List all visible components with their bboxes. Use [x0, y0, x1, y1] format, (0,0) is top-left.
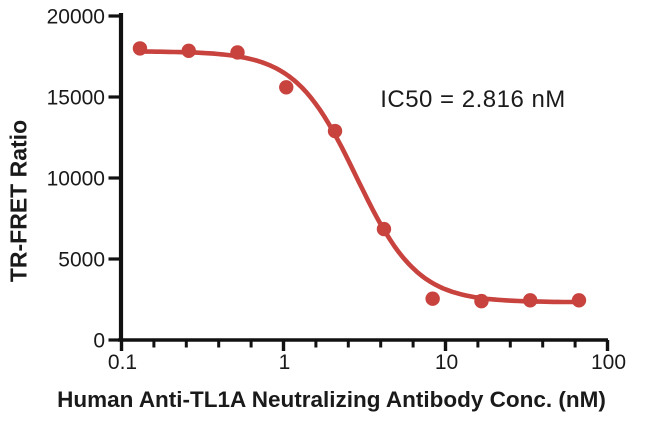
x-tick-label: 100: [591, 351, 626, 374]
data-point: [279, 80, 294, 95]
x-tick-label: 10: [435, 351, 458, 374]
data-point: [425, 291, 440, 306]
data-point: [230, 45, 245, 60]
y-tick-label: 20000: [47, 6, 105, 29]
data-point: [522, 293, 538, 308]
y-tick-label: 10000: [47, 168, 105, 191]
y-tick-label: 15000: [47, 87, 105, 110]
x-tick-label: 0.1: [108, 351, 137, 374]
data-point: [327, 123, 343, 139]
data-point: [132, 41, 148, 56]
data-point: [181, 43, 196, 59]
y-axis-title: TR-FRET Ratio: [5, 119, 32, 283]
y-tick-label: 0: [93, 330, 105, 353]
y-tick-label: 5000: [58, 249, 105, 272]
fit-curve: [136, 49, 583, 305]
data-point: [376, 221, 392, 237]
data-point: [474, 293, 489, 309]
x-axis-title: Human Anti-TL1A Neutralizing Antibody Co…: [57, 387, 606, 412]
data-point: [571, 293, 587, 308]
x-tick-label: 1: [279, 351, 291, 374]
ic50-annotation: IC50 = 2.816 nM: [380, 86, 566, 113]
